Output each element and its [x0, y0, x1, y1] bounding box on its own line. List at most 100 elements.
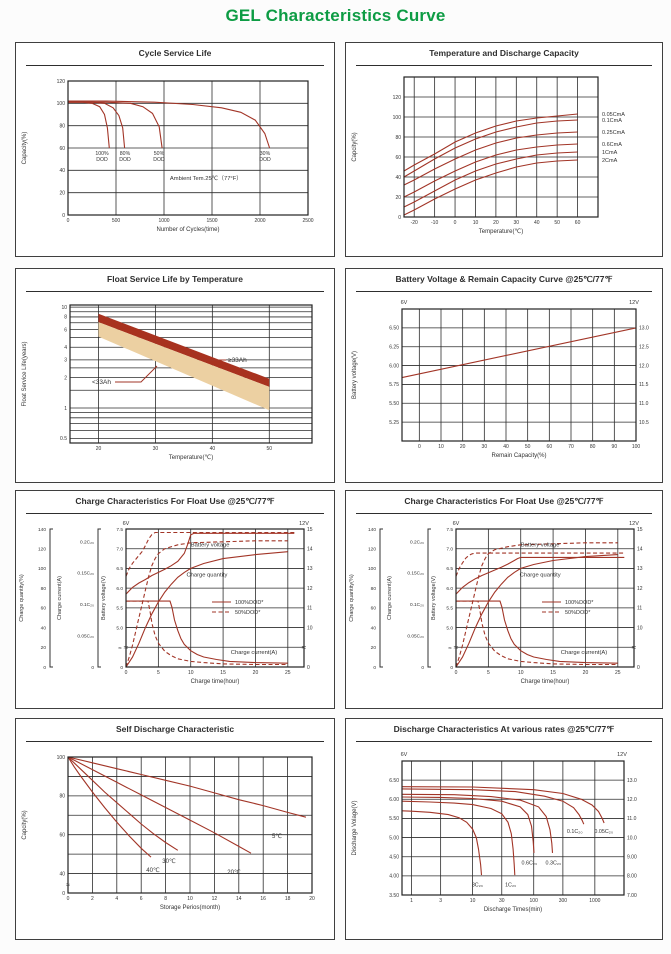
svg-text:30℃: 30℃ [162, 858, 176, 865]
title-underline [356, 291, 652, 293]
svg-text:-10: -10 [431, 220, 438, 226]
svg-text:25: 25 [615, 670, 621, 676]
svg-text:20: 20 [583, 670, 589, 676]
svg-text:8: 8 [64, 315, 67, 321]
svg-text:0.05C₂₀: 0.05C₂₀ [594, 829, 613, 835]
svg-text:60: 60 [59, 833, 65, 839]
svg-text:12.0: 12.0 [627, 797, 637, 803]
svg-text:5.0: 5.0 [446, 625, 453, 631]
svg-text:6V: 6V [453, 521, 460, 527]
svg-text:<33Ah: <33Ah [92, 379, 111, 386]
svg-text:5.50: 5.50 [389, 401, 399, 407]
svg-text:10.5: 10.5 [639, 420, 649, 426]
svg-text:Remain Capacity(%): Remain Capacity(%) [491, 453, 546, 459]
chart-title: Float Service Life by Temperature [107, 274, 243, 284]
svg-text:50%DOD*: 50%DOD* [235, 610, 261, 616]
svg-text:0.2C₂₀: 0.2C₂₀ [410, 539, 424, 545]
svg-text:Discharge Times(min): Discharge Times(min) [484, 907, 542, 913]
svg-text:0.6CmA: 0.6CmA [602, 142, 622, 148]
svg-text:Capcity(%): Capcity(%) [352, 132, 358, 161]
svg-text:100: 100 [57, 101, 66, 107]
svg-text:Charge time(hour): Charge time(hour) [191, 679, 240, 685]
svg-text:100: 100 [368, 566, 376, 572]
svg-text:7.5: 7.5 [116, 527, 123, 533]
svg-text:7.00: 7.00 [627, 893, 637, 899]
svg-text:Charge quantity(%): Charge quantity(%) [349, 574, 355, 622]
svg-text:6.5: 6.5 [446, 566, 453, 572]
svg-text:3: 3 [64, 358, 67, 364]
svg-text:4: 4 [115, 896, 118, 902]
svg-text:80%DOD: 80% DOD [119, 151, 131, 163]
svg-text:100: 100 [57, 755, 66, 761]
svg-text:20℃: 20℃ [227, 869, 241, 876]
svg-text:100: 100 [393, 115, 402, 121]
svg-text:12V: 12V [617, 752, 627, 758]
svg-text:0: 0 [454, 220, 457, 226]
svg-text:9.00: 9.00 [627, 855, 637, 861]
svg-text:0.3C₂₀: 0.3C₂₀ [546, 860, 562, 866]
svg-text:100: 100 [38, 566, 46, 572]
svg-text:5℃: 5℃ [272, 833, 282, 840]
svg-text:18: 18 [285, 896, 291, 902]
svg-text:10: 10 [637, 625, 643, 631]
svg-text:6.0: 6.0 [116, 586, 123, 592]
svg-text:Float Service Life(years): Float Service Life(years) [22, 341, 28, 406]
svg-text:140: 140 [368, 527, 376, 533]
svg-text:40: 40 [503, 444, 509, 450]
svg-text:20: 20 [253, 670, 259, 676]
svg-text:1CmA: 1CmA [602, 150, 618, 156]
svg-text:2000: 2000 [254, 218, 265, 224]
svg-text:8: 8 [164, 896, 167, 902]
chart-title: Battery Voltage & Remain Capacity Curve … [395, 274, 613, 284]
chart-panel-discharge-characteristics-various-rates: Discharge Characteristics At various rat… [345, 718, 663, 940]
svg-text:50: 50 [267, 446, 273, 452]
svg-text:13.0: 13.0 [627, 778, 637, 784]
svg-text:11: 11 [307, 606, 312, 612]
svg-text:13.0: 13.0 [639, 326, 649, 332]
svg-text:12: 12 [307, 586, 313, 592]
svg-text:6: 6 [140, 896, 143, 902]
svg-text:5.00: 5.00 [389, 835, 399, 841]
svg-text:1: 1 [64, 406, 67, 412]
svg-text:120: 120 [57, 79, 66, 85]
svg-text:0.25CmA: 0.25CmA [602, 130, 625, 136]
svg-text:100: 100 [530, 898, 539, 904]
svg-text:5: 5 [157, 670, 160, 676]
svg-text:25: 25 [285, 670, 291, 676]
svg-text:0: 0 [67, 896, 70, 902]
svg-text:6V: 6V [401, 300, 408, 306]
svg-text:4.00: 4.00 [389, 874, 399, 880]
cycle-service-life-canvas: 0 500 1000 1500 2000 2500 0 20 40 60 80 100 120 Numbe… [22, 79, 314, 233]
svg-text:40: 40 [395, 175, 401, 181]
chart-panel-battery-voltage-remain-capacity: Battery Voltage & Remain Capacity Curve … [345, 268, 663, 483]
svg-text:40: 40 [59, 168, 65, 174]
svg-text:2CmA: 2CmA [602, 158, 618, 164]
svg-text:4: 4 [64, 345, 67, 351]
svg-text:50: 50 [525, 444, 531, 450]
charge-characteristics-float-1-canvas: 0 5 10 15 20 25 0 10 11 12 13 14 15 Charge time(hour)… [19, 521, 313, 685]
svg-text:Charge time(hour): Charge time(hour) [521, 679, 570, 685]
svg-text:10: 10 [518, 670, 524, 676]
svg-text:14: 14 [236, 896, 242, 902]
svg-text:0: 0 [62, 891, 65, 897]
svg-text:15: 15 [637, 527, 643, 533]
svg-text:Capcity(%): Capcity(%) [22, 810, 28, 839]
svg-text:0: 0 [307, 665, 310, 671]
title-underline [356, 65, 652, 67]
svg-text:100%DOD: 100% DOD [95, 151, 109, 163]
svg-text:50: 50 [554, 220, 560, 226]
svg-text:12.5: 12.5 [639, 345, 649, 351]
svg-text:20: 20 [59, 190, 65, 196]
svg-text:Number of Cycles(time): Number of Cycles(time) [156, 227, 219, 233]
svg-text:40: 40 [59, 871, 65, 877]
svg-text:≈: ≈ [632, 643, 637, 652]
svg-text:16: 16 [260, 896, 266, 902]
svg-text:40: 40 [210, 446, 216, 452]
svg-text:0: 0 [637, 665, 640, 671]
svg-text:20: 20 [309, 896, 315, 902]
svg-text:3: 3 [439, 898, 442, 904]
svg-text:7.5: 7.5 [446, 527, 453, 533]
svg-text:15: 15 [307, 527, 313, 533]
chart-title: Charge Characteristics For Float Use @25… [404, 496, 604, 506]
svg-text:0.15C₂₀: 0.15C₂₀ [407, 571, 424, 577]
